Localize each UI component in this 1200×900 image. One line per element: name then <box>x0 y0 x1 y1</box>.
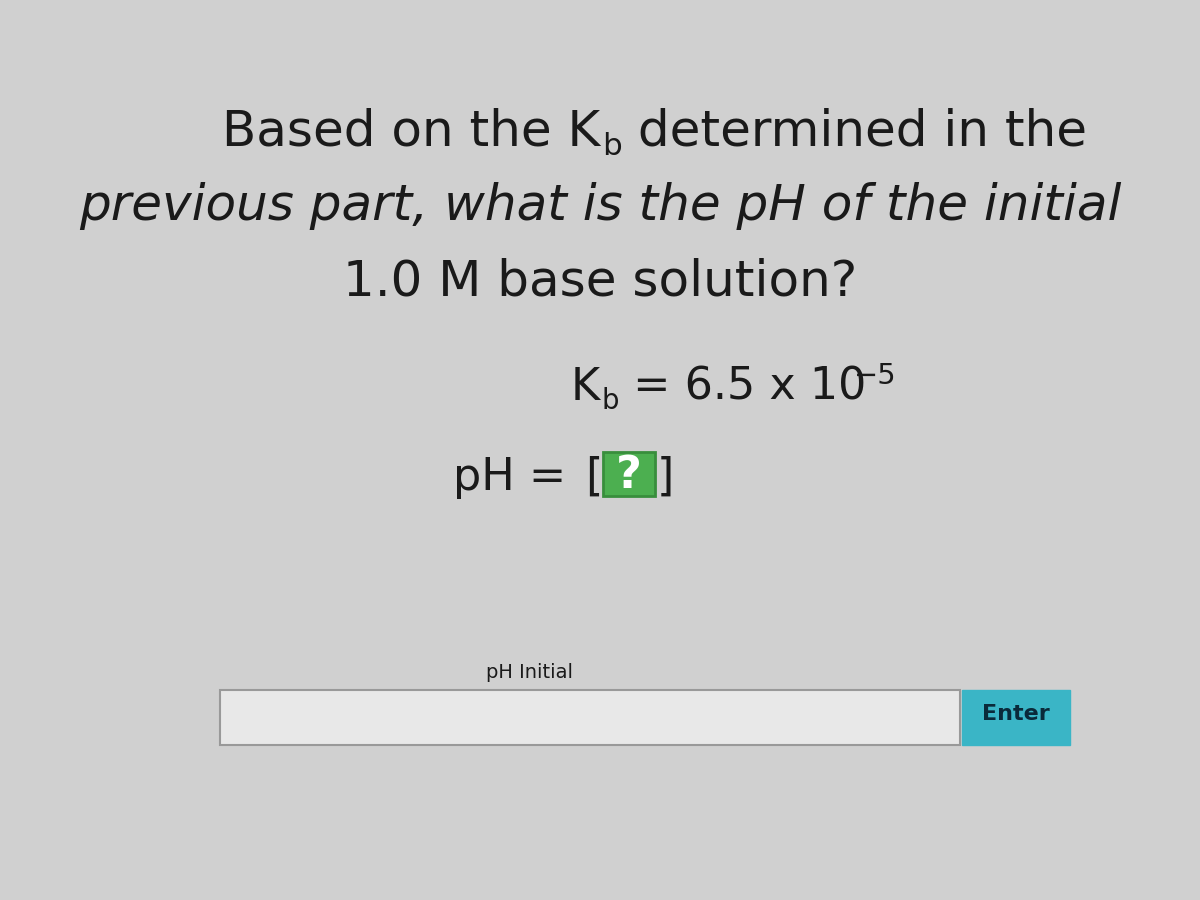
Text: b: b <box>602 132 622 161</box>
Text: ]: ] <box>658 456 674 499</box>
Text: determined in the: determined in the <box>622 107 1087 155</box>
Text: Enter: Enter <box>982 705 1050 725</box>
Text: pH =: pH = <box>452 456 580 499</box>
Text: −5: −5 <box>854 362 896 390</box>
FancyBboxPatch shape <box>962 690 1070 745</box>
Text: b: b <box>602 387 619 415</box>
Text: 1.0 M base solution?: 1.0 M base solution? <box>343 257 857 305</box>
Text: pH Initial: pH Initial <box>486 663 574 682</box>
Text: [: [ <box>586 456 602 499</box>
Text: ?: ? <box>616 454 642 498</box>
Text: = 6.5 x 10: = 6.5 x 10 <box>619 366 866 409</box>
FancyBboxPatch shape <box>220 690 960 745</box>
FancyBboxPatch shape <box>604 452 655 496</box>
Text: Based on the K: Based on the K <box>222 107 600 155</box>
Text: K: K <box>571 366 600 409</box>
Text: previous part, what is the pH of the initial: previous part, what is the pH of the ini… <box>79 182 1121 230</box>
